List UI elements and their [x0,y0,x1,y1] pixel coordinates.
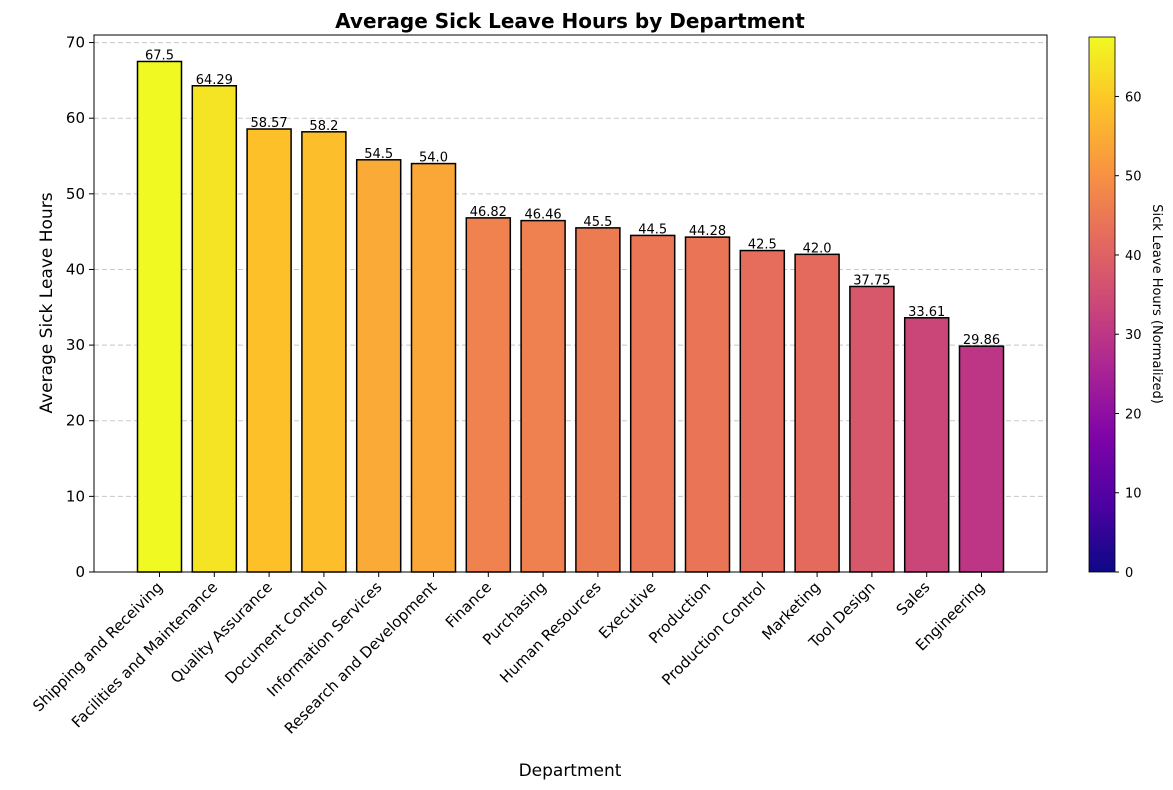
bar [301,131,347,573]
data-label: 42.5 [748,238,777,253]
y-tick-label: 0 [75,563,85,581]
data-label: 54.0 [419,151,448,166]
data-label: 42.0 [803,241,832,256]
bar [355,159,402,573]
y-tick-label: 40 [66,260,85,278]
colorbar-tick-label: 10 [1125,487,1142,502]
x-tick-label: Sales [893,578,934,619]
data-label: 29.86 [963,333,1000,348]
chart-title: Average Sick Leave Hours by Department [335,9,805,33]
colorbar-tick-label: 50 [1125,170,1142,185]
y-tick-label: 10 [66,487,85,505]
bar [520,219,566,573]
y-axis: 0 10 20 30 40 50 60 70 [66,34,94,581]
bar [410,162,457,573]
data-label: 44.28 [689,224,726,239]
data-label: 46.46 [524,208,561,223]
y-tick-label: 70 [66,34,85,52]
colorbar-tick-label: 40 [1125,249,1142,264]
colorbar-ticks: 0 10 20 30 40 50 60 [1115,90,1142,581]
bar [903,317,950,573]
bar [739,249,786,573]
bar [465,217,512,573]
x-tick-label: Production Control [658,578,769,689]
data-label: 44.5 [638,222,667,237]
colorbar: 0 10 20 30 40 50 60 Sick Leave Hours (Normaliz… [1088,36,1164,581]
data-label: 37.75 [853,273,890,288]
y-axis-label: Average Sick Leave Hours [37,192,57,413]
data-label: 46.82 [470,205,507,220]
x-tick-label: Human Resources [496,578,605,687]
data-label: 33.61 [908,305,945,320]
y-tick-label: 20 [66,412,85,430]
colorbar-gradient [1088,36,1116,573]
data-labels: 67.5 64.29 58.57 58.2 54.5 54.0 46.82 46.46 45.5… [145,48,1000,348]
data-label: 58.57 [250,116,287,131]
data-label: 45.5 [583,215,612,230]
y-tick-label: 50 [66,185,85,203]
y-tick-label: 30 [66,336,85,354]
x-tick-label: Document Control [221,578,330,687]
colorbar-tick-label: 60 [1125,90,1142,105]
bar [794,253,840,573]
bar [575,227,621,573]
bar [684,236,731,573]
plot-frame [93,34,1048,573]
data-label: 58.2 [309,119,338,134]
colorbar-tick-label: 0 [1125,566,1133,581]
bar [958,345,1005,573]
colorbar-tick-label: 30 [1125,328,1142,343]
x-tick-label: Finance [442,578,495,631]
data-label: 64.29 [196,73,233,88]
colorbar-tick-label: 20 [1125,407,1142,422]
x-axis-label: Department [519,761,622,781]
bar [136,60,183,573]
bar [629,234,676,573]
data-label: 67.5 [145,48,174,63]
y-tick-label: 60 [66,109,85,127]
bar [191,85,238,573]
data-label: 54.5 [364,147,393,162]
bars [136,60,1005,573]
x-tick-label: Quality Assurance [167,578,276,687]
bar [246,128,292,573]
colorbar-label: Sick Leave Hours (Normalized) [1149,204,1164,404]
bar [849,285,895,573]
